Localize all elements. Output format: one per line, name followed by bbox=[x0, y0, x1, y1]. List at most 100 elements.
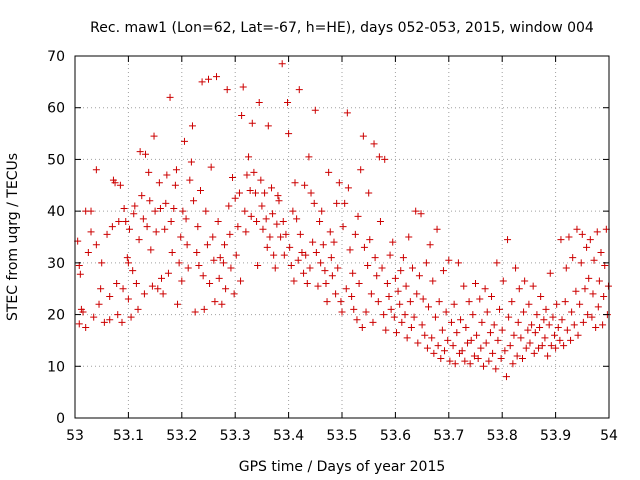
data-point bbox=[305, 153, 313, 161]
data-point bbox=[87, 207, 95, 215]
data-point bbox=[226, 230, 234, 238]
data-point bbox=[477, 344, 485, 352]
data-point bbox=[599, 321, 607, 329]
data-point bbox=[106, 316, 114, 324]
data-point bbox=[600, 292, 608, 300]
data-point bbox=[429, 277, 437, 285]
data-point bbox=[174, 300, 182, 308]
data-point bbox=[490, 321, 498, 329]
data-point bbox=[124, 295, 132, 303]
data-point bbox=[577, 259, 585, 267]
data-point bbox=[261, 189, 269, 197]
data-point bbox=[593, 228, 601, 236]
y-tick-label: 50 bbox=[47, 152, 65, 168]
data-point bbox=[529, 282, 537, 290]
data-point bbox=[206, 280, 214, 288]
data-point bbox=[496, 305, 504, 313]
data-point bbox=[239, 83, 247, 91]
data-point bbox=[290, 277, 298, 285]
data-point bbox=[302, 251, 310, 259]
data-point bbox=[180, 137, 188, 145]
data-point bbox=[135, 236, 143, 244]
data-point bbox=[506, 342, 514, 350]
data-point bbox=[134, 305, 142, 313]
data-point bbox=[562, 264, 570, 272]
data-point bbox=[470, 352, 478, 360]
data-point bbox=[399, 254, 407, 262]
data-point bbox=[171, 181, 179, 189]
data-point bbox=[531, 329, 539, 337]
data-point bbox=[493, 259, 501, 267]
data-point bbox=[203, 241, 211, 249]
data-point bbox=[143, 223, 151, 231]
data-point bbox=[333, 199, 341, 207]
data-point bbox=[147, 246, 155, 254]
data-point bbox=[248, 119, 256, 127]
data-point bbox=[385, 292, 393, 300]
data-point bbox=[200, 305, 208, 313]
data-point bbox=[258, 202, 266, 210]
data-point bbox=[175, 259, 183, 267]
data-point bbox=[327, 254, 335, 262]
data-point bbox=[396, 300, 404, 308]
data-point bbox=[227, 264, 235, 272]
data-point bbox=[547, 342, 555, 350]
data-point bbox=[194, 223, 202, 231]
data-point bbox=[132, 280, 140, 288]
data-point bbox=[136, 148, 144, 156]
data-point bbox=[325, 168, 333, 176]
data-point bbox=[138, 192, 146, 200]
data-point bbox=[518, 355, 526, 363]
data-point bbox=[466, 360, 474, 368]
data-point bbox=[551, 331, 559, 339]
data-point bbox=[526, 339, 534, 347]
data-point bbox=[425, 303, 433, 311]
data-point bbox=[583, 243, 591, 251]
data-point bbox=[287, 261, 295, 269]
y-tick-label: 60 bbox=[47, 101, 65, 117]
data-point bbox=[563, 326, 571, 334]
data-point bbox=[590, 256, 598, 264]
data-point bbox=[122, 217, 130, 225]
data-point bbox=[538, 342, 546, 350]
data-point bbox=[560, 342, 568, 350]
data-point bbox=[378, 264, 386, 272]
data-point bbox=[407, 324, 415, 331]
data-point bbox=[215, 274, 223, 282]
data-point bbox=[541, 334, 549, 342]
data-point bbox=[168, 249, 176, 257]
data-point bbox=[282, 230, 290, 238]
data-point bbox=[84, 249, 92, 257]
data-point bbox=[275, 197, 283, 205]
data-point bbox=[418, 321, 426, 329]
data-point bbox=[238, 111, 246, 119]
data-point bbox=[533, 311, 541, 319]
data-point bbox=[439, 267, 447, 275]
data-point bbox=[163, 171, 171, 179]
data-point bbox=[344, 184, 352, 192]
data-point bbox=[162, 199, 170, 207]
data-point bbox=[481, 285, 489, 293]
data-point bbox=[604, 282, 612, 290]
data-point bbox=[386, 251, 394, 259]
data-point bbox=[266, 233, 274, 241]
data-point bbox=[92, 166, 100, 174]
data-point bbox=[140, 290, 148, 298]
data-point bbox=[482, 339, 490, 347]
data-point bbox=[586, 236, 594, 244]
x-tick-label: 53.7 bbox=[433, 428, 464, 444]
data-point bbox=[447, 318, 455, 326]
data-point bbox=[469, 311, 477, 319]
data-point bbox=[437, 355, 445, 363]
data-point bbox=[528, 321, 536, 329]
data-point bbox=[193, 249, 201, 257]
data-point bbox=[494, 336, 502, 344]
data-point bbox=[123, 254, 131, 262]
data-point bbox=[222, 285, 230, 293]
data-point bbox=[210, 256, 218, 264]
data-point bbox=[129, 267, 137, 275]
data-point bbox=[357, 166, 365, 174]
data-point bbox=[354, 212, 362, 220]
data-point bbox=[514, 318, 522, 326]
data-point bbox=[246, 186, 254, 194]
